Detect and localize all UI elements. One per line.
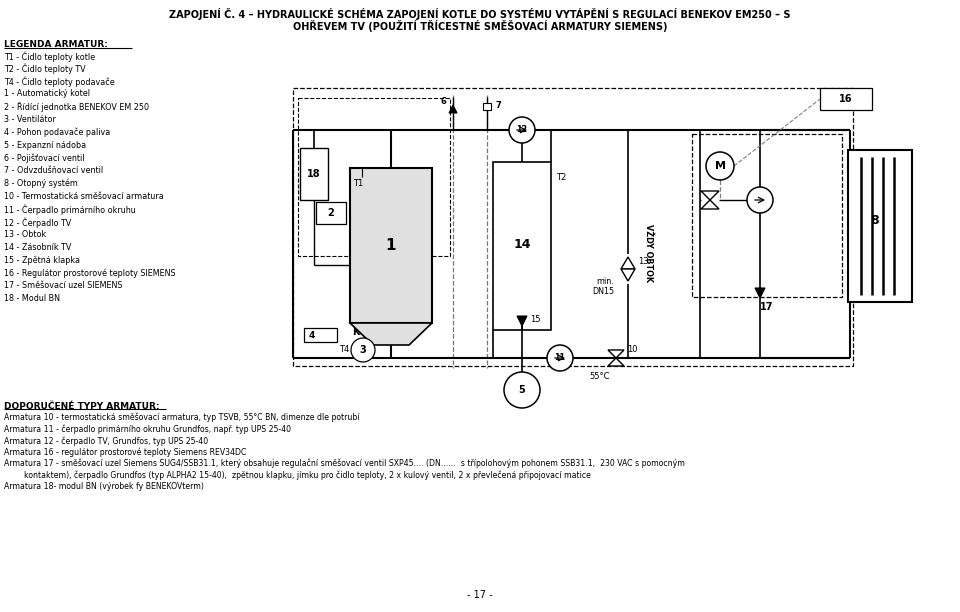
Text: 18 - Modul BN: 18 - Modul BN: [4, 294, 60, 303]
Bar: [316, 202, 346, 224]
Text: 4 - Pohon podavače paliva: 4 - Pohon podavače paliva: [4, 128, 110, 137]
Text: 8 - Otopný systém: 8 - Otopný systém: [4, 179, 78, 188]
Text: 6: 6: [440, 97, 446, 106]
Polygon shape: [517, 316, 527, 326]
Text: DOPORUČENÉ TYPY ARMATUR:: DOPORUČENÉ TYPY ARMATUR:: [4, 402, 159, 411]
Text: kontaktem), čerpadlo Grundfos (typ ALPHA2 15-40),  zpětnou klapku, jímku pro čid: kontaktem), čerpadlo Grundfos (typ ALPHA…: [4, 471, 590, 480]
Circle shape: [706, 152, 734, 180]
Text: 16 - Regulátor prostorové teploty SIEMENS: 16 - Regulátor prostorové teploty SIEMEN…: [4, 269, 176, 278]
Text: 14: 14: [514, 237, 531, 250]
Text: 11 - Čerpadlo primárního okruhu: 11 - Čerpadlo primárního okruhu: [4, 204, 135, 215]
Bar: [304, 328, 337, 342]
Text: 17: 17: [760, 302, 774, 312]
Text: Armatura 12 - čerpadlo TV, Grundfos, typ UPS 25-40: Armatura 12 - čerpadlo TV, Grundfos, typ…: [4, 436, 208, 446]
Text: T2 - Čidlo teploty TV: T2 - Čidlo teploty TV: [4, 64, 85, 74]
Polygon shape: [701, 200, 719, 209]
Text: 18: 18: [307, 169, 321, 179]
Text: 1: 1: [386, 237, 396, 253]
Text: Armatura 11 - čerpadlo primárního okruhu Grundfos, např. typ UPS 25-40: Armatura 11 - čerpadlo primárního okruhu…: [4, 425, 291, 434]
Text: 15: 15: [530, 316, 540, 324]
Text: 13: 13: [638, 256, 649, 266]
Bar: [848, 150, 912, 302]
Text: 5 - Expanzní nádoba: 5 - Expanzní nádoba: [4, 141, 86, 149]
Text: 13 - Obtok: 13 - Obtok: [4, 230, 46, 239]
Text: ZAPOJENÍ Č. 4 – HYDRAULICKÉ SCHÉMA ZAPOJENÍ KOTLE DO SYSTÉMU VYTÁPĚNÍ S REGULACÍ: ZAPOJENÍ Č. 4 – HYDRAULICKÉ SCHÉMA ZAPOJ…: [169, 8, 791, 20]
Bar: [298, 98, 450, 256]
Polygon shape: [621, 257, 635, 269]
Circle shape: [509, 117, 535, 143]
Text: T1 - Čidlo teploty kotle: T1 - Čidlo teploty kotle: [4, 51, 95, 61]
Text: 1 - Automatický kotel: 1 - Automatický kotel: [4, 89, 90, 99]
Text: OHŘEVEM TV (POUŽITÍ TŘÍCESTNÉ SMĚŠOVACÍ ARMATURY SIEMENS): OHŘEVEM TV (POUŽITÍ TŘÍCESTNÉ SMĚŠOVACÍ …: [293, 20, 667, 32]
Text: LEGENDA ARMATUR:: LEGENDA ARMATUR:: [4, 40, 108, 49]
Text: 14 - Zásobník TV: 14 - Zásobník TV: [4, 243, 71, 252]
Text: 12 - Čerpadlo TV: 12 - Čerpadlo TV: [4, 217, 71, 228]
Bar: [483, 103, 491, 110]
Polygon shape: [701, 191, 719, 200]
Text: - 17 -: - 17 -: [468, 590, 492, 600]
Text: 4: 4: [309, 330, 315, 340]
Text: T4: T4: [339, 346, 349, 354]
Circle shape: [351, 338, 375, 362]
Text: M: M: [714, 161, 726, 171]
Text: Armatura 17 - směšovací uzel Siemens SUG4/SSB31.1, který obsahuje regulační směš: Armatura 17 - směšovací uzel Siemens SUG…: [4, 459, 684, 469]
Text: 2 - Řídící jednotka BENEKOV EM 250: 2 - Řídící jednotka BENEKOV EM 250: [4, 102, 149, 112]
Polygon shape: [608, 358, 624, 366]
Bar: [493, 162, 551, 330]
Polygon shape: [608, 350, 624, 358]
Text: 17 - Směšovací uzel SIEMENS: 17 - Směšovací uzel SIEMENS: [4, 282, 123, 291]
Text: 6 - Pojišťovací ventil: 6 - Pojišťovací ventil: [4, 154, 84, 163]
Circle shape: [747, 187, 773, 213]
Text: 8: 8: [871, 214, 879, 226]
Bar: [293, 88, 853, 366]
Text: Armatura 10 - termostatická směšovací armatura, typ TSVB, 55°C BN, dimenze dle p: Armatura 10 - termostatická směšovací ar…: [4, 413, 359, 422]
Text: 10 - Termostatická směšovací armatura: 10 - Termostatická směšovací armatura: [4, 192, 164, 201]
Polygon shape: [755, 288, 765, 298]
Text: 3: 3: [360, 345, 367, 355]
Circle shape: [547, 345, 573, 371]
Text: min.: min.: [596, 277, 614, 286]
Circle shape: [504, 372, 540, 408]
Text: 5: 5: [518, 385, 525, 395]
Polygon shape: [621, 269, 635, 281]
Text: Armatura 16 - regulátor prostorové teploty Siemens REV34DC: Armatura 16 - regulátor prostorové teplo…: [4, 447, 247, 457]
Text: KOTEL: KOTEL: [352, 327, 388, 337]
Bar: [820, 88, 872, 110]
Text: 55°C: 55°C: [589, 372, 611, 381]
Text: 11: 11: [555, 354, 565, 362]
Text: 7: 7: [495, 102, 501, 111]
Text: 16: 16: [839, 94, 852, 104]
Bar: [300, 148, 328, 200]
Text: Armatura 18- modul BN (výrobek fy BENEKOVterm): Armatura 18- modul BN (výrobek fy BENEKO…: [4, 482, 204, 491]
Text: T1: T1: [353, 179, 363, 188]
Text: 15 - Zpětná klapka: 15 - Zpětná klapka: [4, 256, 80, 265]
Polygon shape: [350, 323, 432, 345]
Polygon shape: [449, 105, 457, 113]
Text: 3 - Ventilátor: 3 - Ventilátor: [4, 115, 56, 124]
Text: 2: 2: [327, 208, 334, 218]
Bar: [350, 168, 432, 323]
Text: VŽDY OBTOK: VŽDY OBTOK: [643, 224, 653, 282]
Text: T2: T2: [556, 173, 566, 182]
Bar: [692, 134, 842, 297]
Text: DN15: DN15: [592, 286, 614, 296]
Text: T4 - Čidlo teploty podavače: T4 - Čidlo teploty podavače: [4, 76, 115, 87]
Text: 10: 10: [627, 346, 637, 354]
Text: 7 - Odvzdušňovací ventil: 7 - Odvzdušňovací ventil: [4, 166, 103, 175]
Text: 12: 12: [516, 125, 528, 135]
